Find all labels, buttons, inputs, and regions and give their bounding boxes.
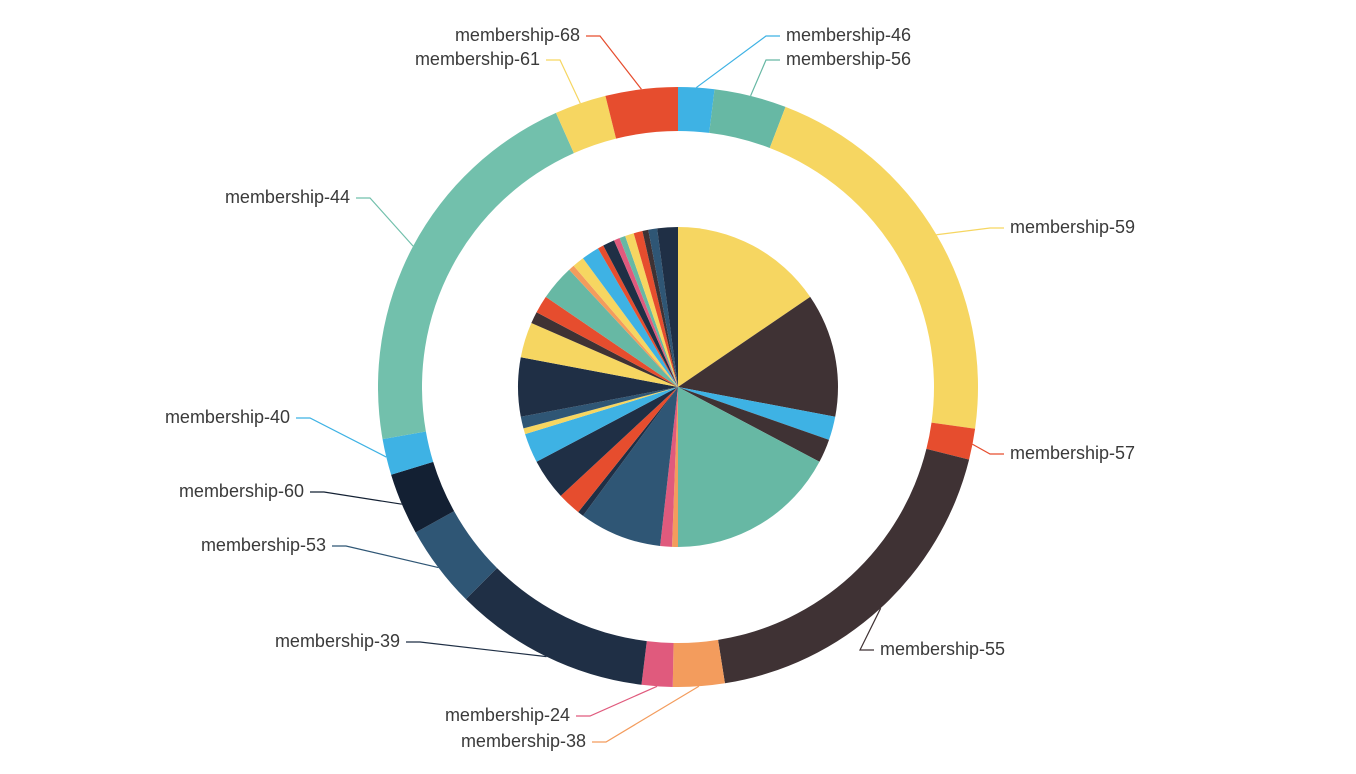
label-membership-40: membership-40 bbox=[165, 407, 290, 427]
inner-pie bbox=[518, 227, 838, 547]
leader-membership-44 bbox=[356, 198, 413, 246]
label-membership-39: membership-39 bbox=[275, 631, 400, 651]
leader-membership-61 bbox=[546, 60, 580, 103]
leader-membership-59 bbox=[936, 228, 1004, 235]
label-membership-60: membership-60 bbox=[179, 481, 304, 501]
label-membership-38: membership-38 bbox=[461, 731, 586, 751]
outer-slice-membership-46[interactable] bbox=[678, 87, 715, 133]
label-membership-46: membership-46 bbox=[786, 25, 911, 45]
leader-membership-40 bbox=[296, 418, 386, 457]
outer-slice-membership-38[interactable] bbox=[673, 640, 725, 687]
leader-membership-46 bbox=[696, 36, 780, 88]
leader-membership-24 bbox=[576, 686, 657, 716]
leader-membership-60 bbox=[310, 492, 402, 504]
leader-membership-38 bbox=[592, 686, 699, 742]
outer-slice-membership-24[interactable] bbox=[641, 641, 673, 687]
leader-membership-57 bbox=[972, 444, 1004, 454]
label-membership-53: membership-53 bbox=[201, 535, 326, 555]
label-membership-59: membership-59 bbox=[1010, 217, 1135, 237]
outer-slice-membership-68[interactable] bbox=[605, 87, 678, 139]
label-membership-57: membership-57 bbox=[1010, 443, 1135, 463]
leader-membership-56 bbox=[751, 60, 780, 96]
label-membership-55: membership-55 bbox=[880, 639, 1005, 659]
label-membership-61: membership-61 bbox=[415, 49, 540, 69]
leader-membership-53 bbox=[332, 546, 438, 568]
label-membership-24: membership-24 bbox=[445, 705, 570, 725]
label-membership-44: membership-44 bbox=[225, 187, 350, 207]
leader-membership-68 bbox=[586, 36, 641, 89]
outer-slice-membership-39[interactable] bbox=[466, 568, 647, 685]
nested-donut-chart: membership-46 membership-56 membership-59 m… bbox=[0, 0, 1356, 774]
label-membership-56: membership-56 bbox=[786, 49, 911, 69]
label-membership-68: membership-68 bbox=[455, 25, 580, 45]
